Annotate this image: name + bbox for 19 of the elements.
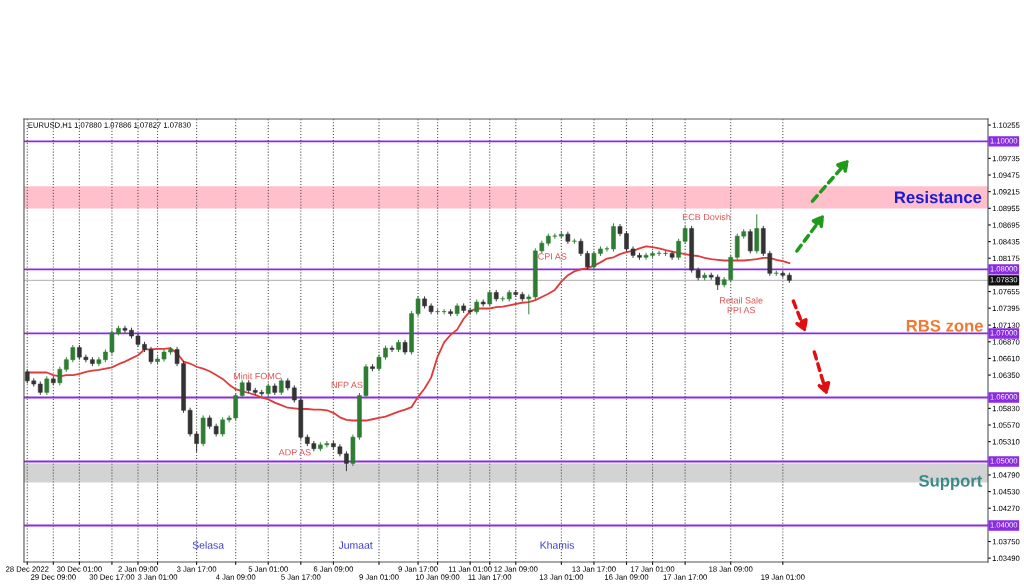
annotation: Khamis: [540, 541, 575, 549]
candlestick: [754, 213, 760, 254]
annotation: Jumaat: [338, 541, 373, 549]
candlestick: [44, 375, 50, 396]
annotation: Selasa: [192, 541, 225, 549]
candlestick: [220, 416, 225, 438]
annotation: Support: [918, 474, 983, 491]
candlestick: [526, 293, 532, 315]
annotation: CPI AS: [538, 253, 567, 260]
candlestick: [57, 366, 63, 386]
annotation: Resistance: [894, 190, 982, 204]
annotation: RBS zone: [906, 319, 983, 332]
annotation: NFP AS: [331, 381, 363, 389]
candlestick: [747, 228, 753, 254]
annotation: ECB Dovish: [682, 213, 731, 221]
annotation: Retail Sale PPI AS: [720, 296, 763, 314]
annotation: Minit FOMC: [233, 372, 282, 380]
candlestick: [389, 345, 395, 353]
annotation: ADP AS: [278, 449, 311, 456]
